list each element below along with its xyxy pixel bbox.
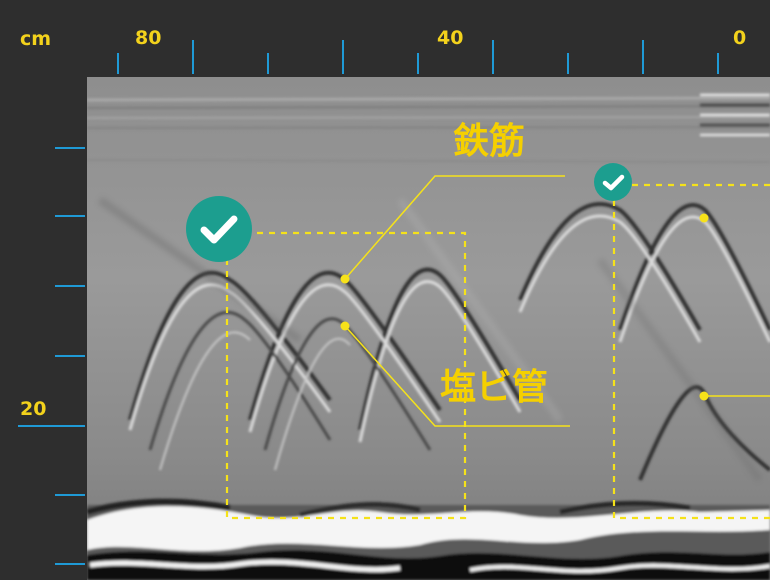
top-tick-label-0: 0 [733, 27, 747, 49]
check-circle-icon[interactable] [186, 196, 252, 262]
pvc-label: 塩ビ管 [440, 367, 549, 408]
rebar-marker[interactable] [340, 274, 350, 284]
detection-box-right [612, 183, 770, 520]
left-tick-label-20: 20 [20, 398, 47, 420]
rebar-label: 鉄筋 [453, 121, 526, 162]
rebar-marker-right[interactable] [699, 213, 709, 223]
top-tick-label-40: 40 [437, 27, 464, 49]
pvc-leader-line [344, 325, 570, 427]
detection-box-left [225, 231, 467, 520]
top-tick-label-80: 80 [135, 27, 162, 49]
top-ruler [0, 0, 770, 77]
check-circle-icon[interactable] [594, 163, 632, 201]
scan-area [87, 77, 770, 580]
unit-label: cm [20, 28, 52, 50]
top-ruler-ticks [117, 40, 719, 74]
left-ruler [0, 0, 87, 580]
rebar-leader-line [344, 175, 565, 280]
left-ruler-ticks [18, 147, 85, 565]
pvc-marker-right[interactable] [699, 391, 709, 401]
pvc-marker[interactable] [340, 321, 350, 331]
